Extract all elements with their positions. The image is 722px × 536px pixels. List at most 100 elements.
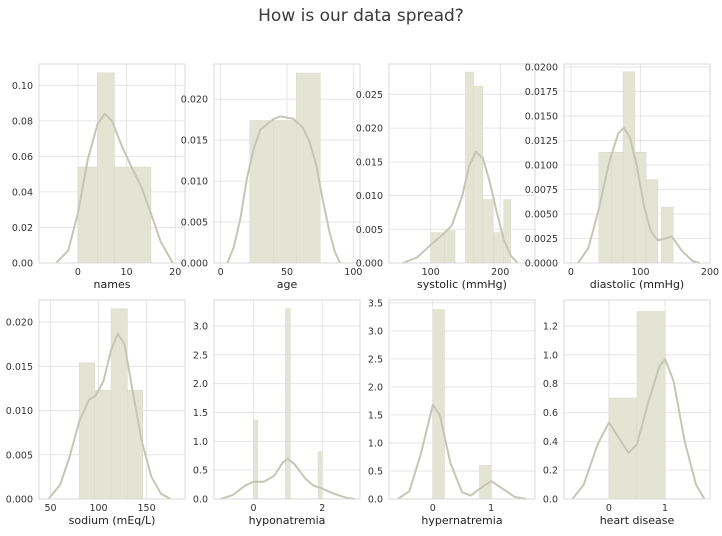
histogram-bar <box>636 311 666 500</box>
kde-curve <box>402 150 519 264</box>
y-tick-label: 0.5 <box>368 466 383 477</box>
x-tick-label: 10 <box>121 267 133 278</box>
y-tick-label: 1.2 <box>543 321 558 332</box>
x-tick-label: 100 <box>631 267 649 278</box>
y-tick-label: 3.0 <box>368 326 383 337</box>
histogram-bar <box>114 166 152 264</box>
x-tick-label: 2 <box>319 503 325 514</box>
axes-frame <box>563 63 711 264</box>
x-tick-label: 1 <box>488 503 494 514</box>
y-tick-label: 0.06 <box>12 152 33 163</box>
x-axis-label: systolic (mmHg) <box>417 278 507 291</box>
histogram-bar <box>622 71 636 264</box>
y-tick-label: 1.5 <box>368 410 383 421</box>
subplot-3: 0.000 0.005 0.010 0.015 0.020 0.025 100 200syst… <box>356 63 536 291</box>
x-tick-label: 1 <box>662 503 668 514</box>
y-tick-label: 0.015 <box>6 362 33 373</box>
y-tick-label: 0.000 <box>6 495 33 506</box>
y-tick-label: 0.0 <box>543 495 558 506</box>
kde-curve <box>220 457 355 500</box>
y-tick-label: 0.010 <box>6 406 33 417</box>
histogram-bar <box>444 230 456 264</box>
y-tick-label: 2.5 <box>368 354 383 365</box>
kde-curve <box>397 403 527 500</box>
y-tick-label: 0.005 <box>6 450 33 461</box>
axes-frame <box>388 299 536 500</box>
axes-frame <box>38 299 186 500</box>
x-tick-label: 100 <box>344 267 362 278</box>
y-tick-label: 3.0 <box>193 321 208 332</box>
y-tick-label: 0.5 <box>193 466 208 477</box>
y-tick-label: 0.2 <box>543 466 558 477</box>
y-tick-label: 0.08 <box>12 116 33 127</box>
histogram-bar <box>430 232 445 264</box>
y-tick-label: 3.5 <box>368 298 383 309</box>
histogram-bar <box>285 308 291 500</box>
y-tick-label: 0.0125 <box>525 136 558 147</box>
histogram-bar <box>97 72 115 264</box>
y-tick-label: 1.5 <box>193 408 208 419</box>
y-tick-label: 0.0 <box>193 495 208 506</box>
x-axis-label: names <box>94 278 131 291</box>
x-tick-label: 150 <box>138 503 156 514</box>
histogram-bar <box>661 206 674 264</box>
x-axis-label: sodium (mEq/L) <box>69 514 156 527</box>
x-tick-label: 0 <box>218 267 224 278</box>
x-axis-label: hypernatremia <box>421 514 502 527</box>
y-tick-label: 0.00 <box>12 259 33 270</box>
y-tick-label: 2.5 <box>193 350 208 361</box>
y-tick-label: 0.000 <box>356 259 383 270</box>
x-axis-label: heart disease <box>600 514 675 527</box>
x-tick-label: 20 <box>169 267 181 278</box>
figure-title: How is our data spread? <box>258 6 464 26</box>
x-axis-label: age <box>277 278 298 291</box>
x-axis-label: diastolic (mmHg) <box>590 278 684 291</box>
histogram-bar <box>611 151 624 264</box>
y-tick-label: 0.0150 <box>525 111 558 122</box>
y-tick-label: 1.0 <box>368 438 383 449</box>
histogram-bar <box>598 151 612 264</box>
x-tick-label: 100 <box>89 503 107 514</box>
y-tick-label: 0.0075 <box>525 185 558 196</box>
y-tick-label: 0.005 <box>181 218 208 229</box>
y-tick-label: 0.0000 <box>525 259 558 270</box>
axes-frame <box>563 299 711 500</box>
x-tick-label: 0 <box>250 503 256 514</box>
kde-curve <box>226 115 342 264</box>
y-tick-label: 0.015 <box>356 157 383 168</box>
y-tick-label: 0.04 <box>12 187 33 198</box>
x-tick-label: 200 <box>491 267 509 278</box>
y-tick-label: 0.020 <box>181 95 208 106</box>
histogram-bar <box>249 120 274 264</box>
y-tick-label: 0.10 <box>12 81 33 92</box>
kde-curve <box>571 358 706 500</box>
histogram-bar <box>473 86 484 264</box>
y-tick-label: 0.015 <box>181 136 208 147</box>
y-tick-label: 2.0 <box>193 379 208 390</box>
x-tick-label: 100 <box>422 267 440 278</box>
x-tick-label: 0 <box>430 503 436 514</box>
histogram-bar <box>253 419 258 500</box>
y-tick-label: 0.02 <box>12 223 33 234</box>
subplot-1: 0.00 0.02 0.04 0.06 0.08 0.10 0 10 20 names <box>12 63 186 291</box>
y-tick-label: 0.020 <box>356 124 383 135</box>
x-tick-label: 0 <box>568 267 574 278</box>
y-tick-label: 0.0175 <box>525 87 558 98</box>
y-tick-label: 0.000 <box>181 259 208 270</box>
subplot-5: 0.000 0.005 0.010 0.015 0.020 50 100 150sodium … <box>6 299 186 527</box>
x-tick-label: 0 <box>75 267 81 278</box>
kde-curve <box>55 112 174 264</box>
histogram-bar <box>317 451 323 500</box>
subplot-4: 0.0000 0.0025 0.0050 0.0075 0.0100 0.0125 0.01… <box>525 62 719 291</box>
y-tick-label: 0.020 <box>6 318 33 329</box>
x-tick-label: 50 <box>281 267 293 278</box>
histogram-bar <box>94 389 112 500</box>
x-tick-label: 50 <box>44 503 56 514</box>
x-tick-label: 200 <box>701 267 719 278</box>
y-tick-label: 0.0025 <box>525 234 558 245</box>
y-tick-label: 1.0 <box>543 350 558 361</box>
y-tick-label: 1.0 <box>193 437 208 448</box>
